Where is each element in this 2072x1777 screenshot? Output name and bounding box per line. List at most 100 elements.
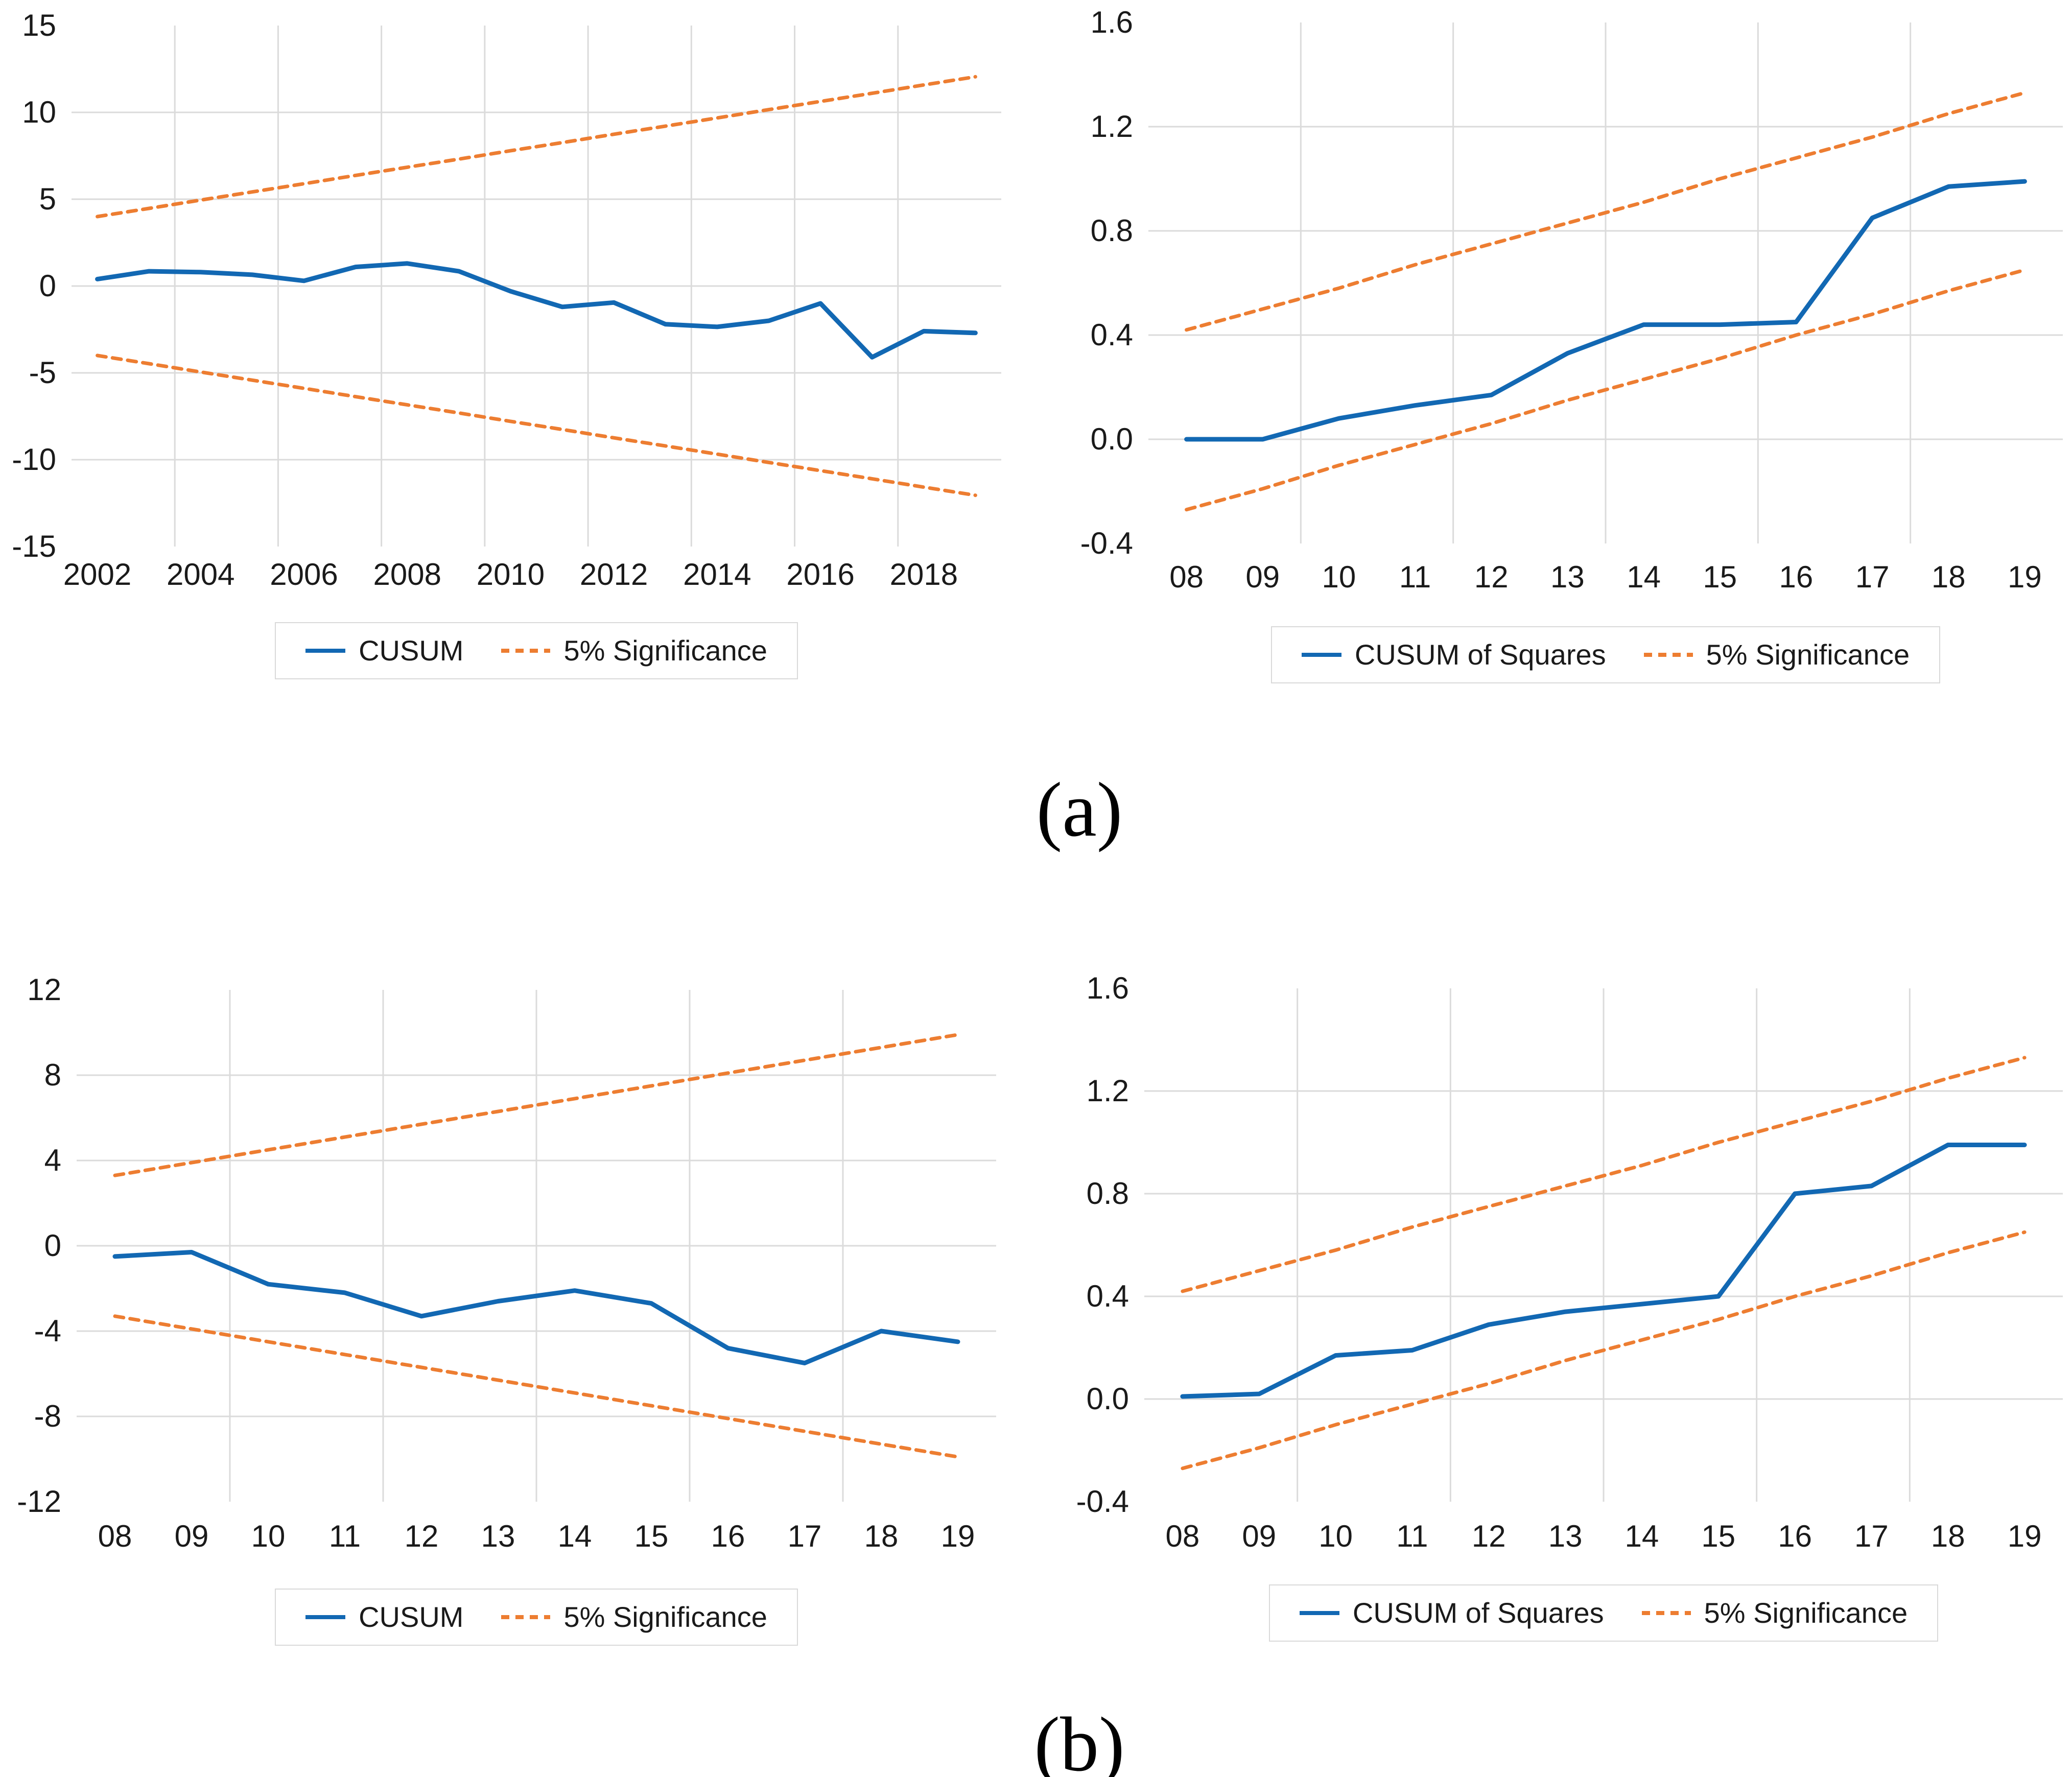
x-tick-label: 15 <box>634 1519 669 1553</box>
significance-dash-swatch <box>501 1615 551 1619</box>
caption-a: (a) <box>1036 767 1123 852</box>
x-tick-label: 10 <box>1318 1519 1353 1553</box>
legend-label: 5% Significance <box>563 634 767 667</box>
x-tick-label: 10 <box>251 1519 286 1553</box>
legend-box: CUSUM of Squares 5% Significance <box>1270 626 1941 683</box>
series-line <box>95 261 978 360</box>
y-tick-label: -8 <box>34 1399 61 1433</box>
y-tick-label: 0.0 <box>1086 1382 1129 1416</box>
x-tick-label: 11 <box>1396 1519 1428 1553</box>
significance-bound-line <box>96 75 977 219</box>
x-tick-label: 09 <box>174 1519 209 1553</box>
chart-legend: CUSUM 5% Significance <box>77 1589 996 1646</box>
x-tick-label: 18 <box>1930 1519 1965 1553</box>
x-tick-label: 15 <box>1703 560 1737 594</box>
series-line <box>112 1250 960 1366</box>
cusum-chart-a <box>72 26 1001 547</box>
cusum-line-swatch <box>1299 1611 1339 1615</box>
legend-box: CUSUM of Squares 5% Significance <box>1268 1584 1939 1642</box>
x-tick-label: 12 <box>404 1519 439 1553</box>
x-tick-label: 17 <box>787 1519 822 1553</box>
y-tick-label: 8 <box>44 1058 61 1092</box>
chart-panel-b-cusum-of-squares: CUSUM of Squares 5% Significance 1.6 1.2 0… <box>1036 945 2072 1660</box>
x-tick-label: 09 <box>1245 560 1280 594</box>
y-tick-label: 0.8 <box>1086 1176 1129 1211</box>
y-tick-label: -10 <box>12 442 56 477</box>
x-tick-label: 11 <box>1399 560 1431 594</box>
significance-bound-line <box>1185 91 2027 332</box>
y-tick-label: -0.4 <box>1076 1484 1129 1519</box>
x-tick-label: 18 <box>1931 560 1966 594</box>
cusum-line-swatch <box>305 1615 346 1619</box>
y-tick-label: 0.4 <box>1090 318 1133 352</box>
significance-bound-line <box>1185 268 2027 512</box>
x-tick-label: 19 <box>940 1519 975 1553</box>
x-tick-label: 11 <box>328 1519 361 1553</box>
significance-bound-line <box>1181 1230 2027 1471</box>
legend-item-significance: 5% Significance <box>501 1603 767 1631</box>
chart-panel-b-cusum: CUSUM 5% Significance 12 8 4 0 -4 -8 -12 08 09 10… <box>0 945 1036 1660</box>
y-tick-label: -15 <box>12 529 56 563</box>
legend-label: CUSUM <box>359 1601 464 1633</box>
x-tick-label: 13 <box>1550 560 1585 594</box>
x-tick-label: 2014 <box>683 557 751 591</box>
x-tick-label: 17 <box>1854 1519 1889 1553</box>
significance-dash-swatch <box>1641 1611 1691 1615</box>
significance-bound-line <box>1181 1056 2027 1293</box>
x-tick-label: 14 <box>557 1519 592 1553</box>
y-tick-label: 10 <box>22 95 56 129</box>
significance-dash-swatch <box>1643 653 1693 657</box>
y-tick-label: 15 <box>22 8 56 42</box>
cusum-of-squares-chart-a <box>1148 22 2063 543</box>
x-tick-label: 13 <box>1548 1519 1583 1553</box>
x-tick-label: 10 <box>1322 560 1356 594</box>
x-tick-label: 2012 <box>579 557 648 591</box>
legend-label: CUSUM of Squares <box>1352 1597 1604 1629</box>
y-tick-label: 1.6 <box>1090 5 1133 39</box>
x-tick-label: 19 <box>2007 1519 2042 1553</box>
caption-b: (b) <box>1034 1701 1125 1777</box>
x-tick-label: 19 <box>2008 560 2042 594</box>
x-tick-label: 2018 <box>889 557 958 591</box>
x-tick-label: 2004 <box>167 557 235 591</box>
y-tick-label: 0.0 <box>1090 422 1133 456</box>
chart-legend: CUSUM of Squares 5% Significance <box>1148 626 2063 683</box>
x-tick-label: 12 <box>1474 560 1509 594</box>
series-line <box>1184 179 2027 442</box>
x-tick-label: 16 <box>1778 1519 1812 1553</box>
y-tick-label: -4 <box>34 1314 61 1348</box>
x-tick-label: 16 <box>1779 560 1814 594</box>
chart-panel-a-cusum-of-squares: CUSUM of Squares 5% Significance 1.6 1.2 0… <box>1036 0 2072 710</box>
legend-label: CUSUM of Squares <box>1354 638 1606 671</box>
y-tick-label: -0.4 <box>1080 526 1133 560</box>
legend-item-cusum-of-squares: CUSUM of Squares <box>1301 638 1606 671</box>
y-tick-label: 4 <box>44 1143 61 1177</box>
legend-label: CUSUM <box>359 634 464 667</box>
cusum-chart-b <box>77 990 996 1502</box>
legend-item-significance: 5% Significance <box>1643 638 1910 671</box>
y-tick-label: 5 <box>39 182 56 216</box>
x-tick-label: 08 <box>1165 1519 1200 1553</box>
legend-item-cusum: CUSUM <box>305 636 463 665</box>
cusum-line-swatch <box>305 649 346 653</box>
chart-legend: CUSUM 5% Significance <box>72 622 1001 679</box>
significance-dash-swatch <box>501 649 551 653</box>
legend-item-cusum-of-squares: CUSUM of Squares <box>1299 1597 1604 1629</box>
y-tick-label: 0 <box>39 269 56 303</box>
x-tick-label: 17 <box>1855 560 1890 594</box>
y-tick-label: -12 <box>17 1484 61 1519</box>
significance-bound-line <box>113 1033 960 1177</box>
x-tick-label: 08 <box>1169 560 1204 594</box>
x-tick-label: 13 <box>481 1519 515 1553</box>
legend-item-cusum: CUSUM <box>305 1603 463 1631</box>
x-tick-label: 09 <box>1242 1519 1277 1553</box>
x-tick-label: 14 <box>1624 1519 1659 1553</box>
y-tick-label: 12 <box>27 973 61 1007</box>
series-line <box>1180 1143 2027 1399</box>
legend-box: CUSUM 5% Significance <box>275 622 798 679</box>
legend-label: 5% Significance <box>1706 638 1910 671</box>
x-tick-label: 18 <box>864 1519 899 1553</box>
y-tick-label: 1.2 <box>1090 109 1133 144</box>
y-tick-label: 1.6 <box>1086 971 1129 1005</box>
